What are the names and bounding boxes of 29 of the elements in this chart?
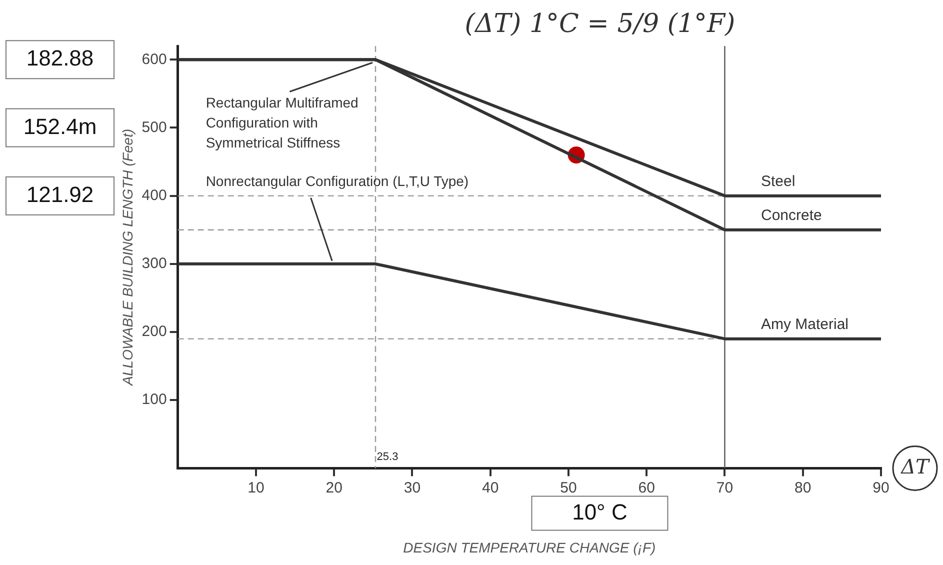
y-tick-label: 600 <box>142 50 167 68</box>
text: 182.88 <box>26 46 94 71</box>
ref-line-label: 25.3 <box>376 451 398 464</box>
y-tick-label: 400 <box>142 186 167 204</box>
y-tick-label: 500 <box>142 118 167 136</box>
text: 152.4m <box>23 114 97 139</box>
text: 10° C <box>572 499 628 524</box>
x-tick-label: 30 <box>404 479 421 496</box>
x-tick-label: 20 <box>326 479 342 496</box>
text: 121.92 <box>26 182 94 207</box>
series-label: Amy Material <box>761 316 849 333</box>
y-axis-title: ALLOWABLE BUILDING LENGTH (Feet) <box>119 128 136 386</box>
y-tick-label: 200 <box>142 323 167 340</box>
y-tick-label: 300 <box>142 255 167 272</box>
x-tick-label: 70 <box>716 479 734 496</box>
x-tick-label: 90 <box>872 479 890 496</box>
annotation: Rectangular Multiframed Configuration with Symmetrical Stiffness <box>206 94 358 151</box>
text: ΔT <box>900 454 931 478</box>
y-tick-label: 100 <box>142 391 167 408</box>
series-label: Concrete <box>761 206 822 224</box>
series-label: Steel <box>761 172 796 190</box>
x-axis-title: DESIGN TEMPERATURE CHANGE (¡F) <box>403 539 656 556</box>
x-tick-label: 80 <box>794 479 812 496</box>
x-tick-label: 10 <box>248 479 264 496</box>
annotation: Nonrectangular Configuration (L,T,U Type) <box>206 172 469 189</box>
x-tick-label: 60 <box>638 479 655 496</box>
x-tick-label: 50 <box>560 479 577 496</box>
x-tick-label: 40 <box>482 479 499 496</box>
text: (ΔT) 1°C = 5/9 (1°F) <box>464 9 736 39</box>
